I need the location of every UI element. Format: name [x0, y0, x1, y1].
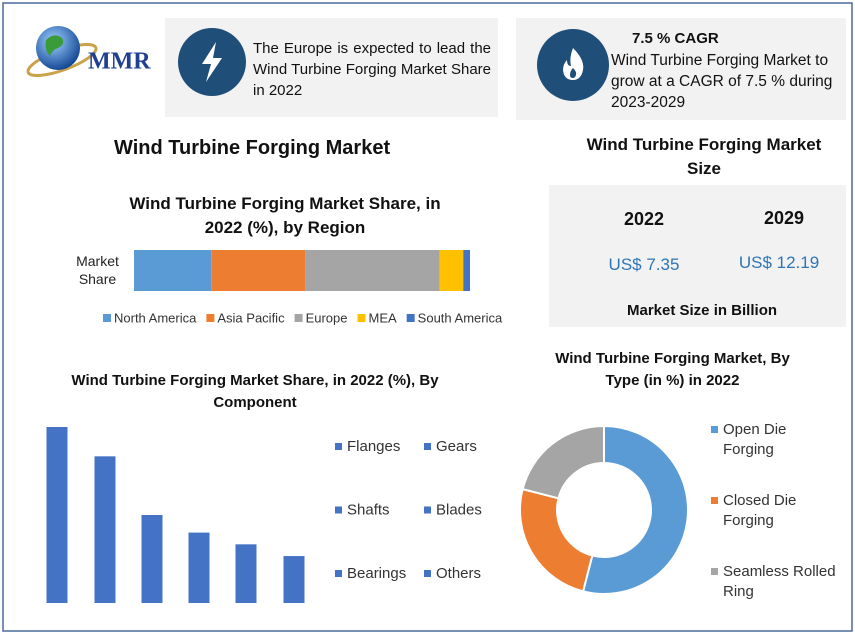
- bar-segment: [134, 250, 212, 291]
- bar-segment: [439, 250, 464, 291]
- market-size-box: [549, 185, 846, 327]
- legend-swatch: [294, 314, 303, 322]
- legend-label: Blades: [436, 501, 482, 518]
- legend-swatch: [206, 314, 215, 322]
- flame-icon-inner: [570, 68, 577, 78]
- logo-land: [45, 35, 64, 56]
- legend-swatch: [103, 314, 111, 322]
- bar-segment: [305, 250, 440, 291]
- legend-label: Open Die Forging: [723, 421, 787, 458]
- bar-segment: [463, 250, 470, 291]
- legend-label: Gears: [436, 438, 477, 455]
- donut-slice: [519, 487, 594, 593]
- donut-slice: [521, 424, 605, 500]
- legend-label: Shafts: [347, 501, 390, 518]
- donut-slice: [581, 424, 689, 595]
- legend-swatch: [335, 570, 342, 577]
- flame-icon: [563, 48, 584, 80]
- bar: [94, 456, 116, 603]
- market-value: US$ 7.35: [608, 255, 680, 274]
- legend-swatch: [711, 497, 718, 504]
- year: 2022: [623, 209, 665, 229]
- bar: [141, 515, 163, 603]
- bar: [188, 532, 210, 603]
- legend-label: North America: [114, 310, 197, 325]
- legend-swatch: [711, 568, 718, 575]
- bar: [46, 427, 68, 603]
- market-size-footer: Market Size in Billion: [626, 302, 778, 319]
- bar: [283, 556, 305, 603]
- legend-label: Asia Pacific: [217, 310, 285, 325]
- bar-segment: [211, 250, 306, 291]
- logo-text: MMR: [88, 49, 151, 75]
- chart-title: Wind Turbine Forging Market, By Type (in…: [555, 350, 790, 389]
- market-size-title: Wind Turbine Forging Market Size: [586, 135, 822, 178]
- legend-swatch: [424, 506, 431, 514]
- legend-swatch: [711, 426, 718, 433]
- legend-swatch: [335, 506, 342, 514]
- legend-label: South America: [418, 310, 503, 325]
- bolt-icon: [202, 42, 222, 82]
- year: 2029: [763, 208, 805, 228]
- legend-label: Others: [436, 565, 481, 582]
- market-value: US$ 12.19: [738, 253, 820, 272]
- legend-swatch: [406, 314, 415, 322]
- legend-label: Flanges: [347, 438, 400, 455]
- legend-swatch: [424, 570, 431, 577]
- legend-swatch: [424, 443, 431, 450]
- bar: [235, 544, 257, 603]
- chart-title: Wind Turbine Forging Market Share, in 20…: [129, 194, 441, 237]
- main-title: Wind Turbine Forging Market: [114, 137, 391, 159]
- legend-label: Seamless Rolled Ring: [723, 563, 836, 600]
- legend-label: Closed Die Forging: [723, 492, 797, 529]
- legend-label: Europe: [306, 310, 348, 325]
- legend-label: Bearings: [347, 565, 406, 582]
- cagr-text: Wind Turbine Forging Market to grow at a…: [611, 52, 833, 111]
- legend-label: MEA: [369, 310, 398, 325]
- cagr-title: 7.5 % CAGR: [632, 30, 719, 47]
- chart-title: Wind Turbine Forging Market Share, in 20…: [71, 372, 439, 411]
- highlight-text: The Europe is expected to lead the Wind …: [253, 40, 491, 99]
- legend-swatch: [357, 314, 366, 322]
- y-tick-label: Market Share: [76, 253, 119, 287]
- legend-swatch: [335, 443, 342, 450]
